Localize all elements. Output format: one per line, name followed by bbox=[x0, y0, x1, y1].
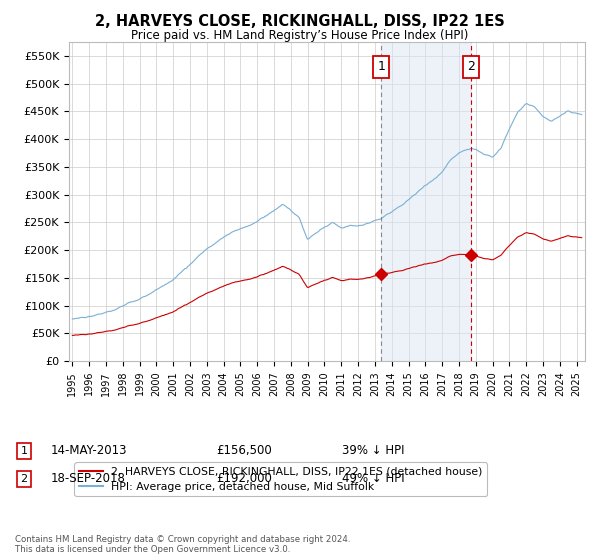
Text: 2, HARVEYS CLOSE, RICKINGHALL, DISS, IP22 1ES: 2, HARVEYS CLOSE, RICKINGHALL, DISS, IP2… bbox=[95, 14, 505, 29]
Text: Price paid vs. HM Land Registry’s House Price Index (HPI): Price paid vs. HM Land Registry’s House … bbox=[131, 29, 469, 42]
Text: 1: 1 bbox=[377, 60, 385, 73]
Text: £192,000: £192,000 bbox=[216, 472, 272, 486]
Text: Contains HM Land Registry data © Crown copyright and database right 2024.
This d: Contains HM Land Registry data © Crown c… bbox=[15, 535, 350, 554]
Text: 18-SEP-2018: 18-SEP-2018 bbox=[51, 472, 126, 486]
Text: £156,500: £156,500 bbox=[216, 444, 272, 458]
Text: 49% ↓ HPI: 49% ↓ HPI bbox=[342, 472, 404, 486]
Text: 39% ↓ HPI: 39% ↓ HPI bbox=[342, 444, 404, 458]
Text: 1: 1 bbox=[20, 446, 28, 456]
Text: 2: 2 bbox=[467, 60, 475, 73]
Bar bbox=[381, 42, 471, 361]
Text: 14-MAY-2013: 14-MAY-2013 bbox=[51, 444, 128, 458]
Text: 2: 2 bbox=[20, 474, 28, 484]
Legend: 2, HARVEYS CLOSE, RICKINGHALL, DISS, IP22 1ES (detached house), HPI: Average pri: 2, HARVEYS CLOSE, RICKINGHALL, DISS, IP2… bbox=[74, 463, 487, 497]
